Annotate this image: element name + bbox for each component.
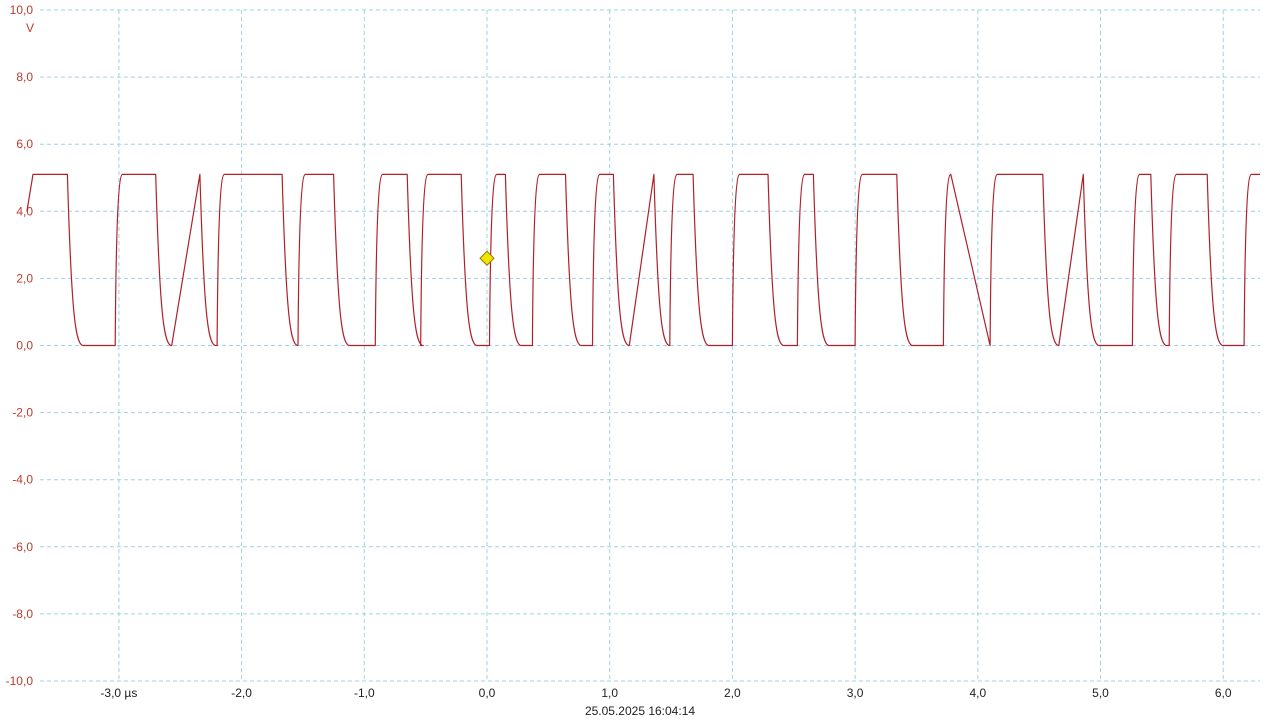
y-tick-label: -2,0 bbox=[12, 406, 33, 420]
trigger-marker-icon[interactable] bbox=[479, 250, 495, 266]
y-tick-label: 0,0 bbox=[16, 339, 33, 353]
x-tick-label: -1,0 bbox=[354, 686, 375, 700]
x-tick-label: 2,0 bbox=[724, 686, 741, 700]
y-tick-label: 4,0 bbox=[16, 204, 33, 218]
y-tick-label: 8,0 bbox=[16, 70, 33, 84]
x-tick-label: 1,0 bbox=[601, 686, 618, 700]
x-tick-label: 3,0 bbox=[847, 686, 864, 700]
y-tick-label: 2,0 bbox=[16, 271, 33, 285]
y-tick-label: -4,0 bbox=[12, 473, 33, 487]
y-tick-label: 6,0 bbox=[16, 137, 33, 151]
x-tick-label: 4,0 bbox=[969, 686, 986, 700]
grid bbox=[40, 9, 1260, 682]
y-tick-label: -6,0 bbox=[12, 540, 33, 554]
y-tick-label: 10,0 bbox=[10, 3, 34, 17]
y-tick-label: -10,0 bbox=[6, 674, 34, 688]
x-tick-label: -3,0 µs bbox=[100, 686, 137, 700]
x-tick-label: 5,0 bbox=[1092, 686, 1109, 700]
y-tick-labels: 10,0 8,0 6,0 4,0 2,0 0,0 -2,0 -4,0 -6,0 -8,0 -10,0 bbox=[6, 3, 34, 688]
capture-timestamp: 25.05.2025 16:04:14 bbox=[585, 704, 695, 718]
y-tick-label: -8,0 bbox=[12, 607, 33, 621]
signal-trace bbox=[26, 173, 1260, 347]
x-tick-label: 0,0 bbox=[479, 686, 496, 700]
x-tick-label: 6,0 bbox=[1215, 686, 1232, 700]
x-tick-labels: -3,0 µs -2,0 -1,0 0,0 1,0 2,0 3,0 4,0 5,0 6,0 bbox=[100, 686, 1231, 700]
y-axis-unit-label: V bbox=[26, 21, 34, 35]
x-tick-label: -2,0 bbox=[231, 686, 252, 700]
